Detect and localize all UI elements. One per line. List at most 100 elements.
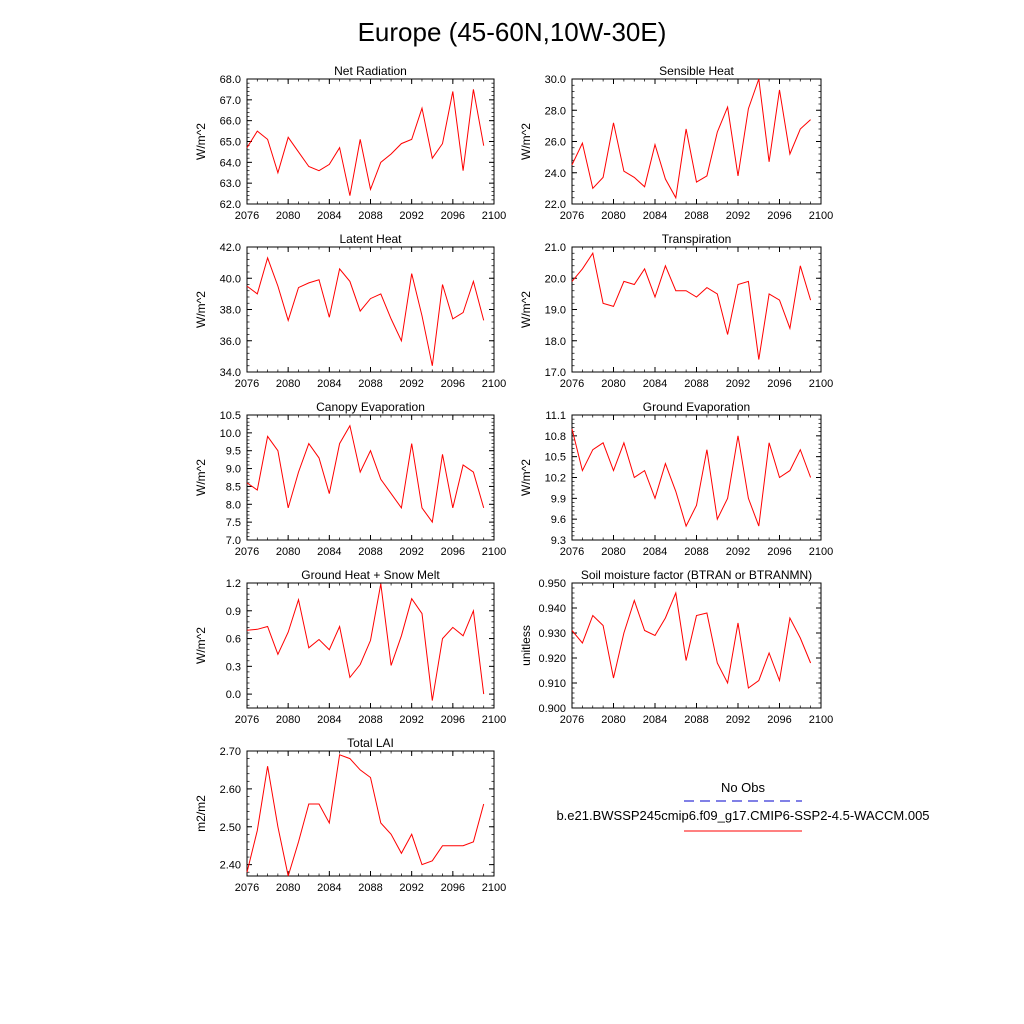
x-tick-label: 2088 <box>358 714 382 726</box>
x-tick-label: 2092 <box>399 378 423 390</box>
y-tick-label: 20.0 <box>545 273 566 285</box>
y-tick-label: 0.920 <box>538 653 566 665</box>
x-tick-label: 2076 <box>235 882 259 894</box>
y-tick-label: 18.0 <box>545 336 566 348</box>
x-tick-label: 2084 <box>317 546 341 558</box>
y-tick-label: 10.5 <box>545 452 566 464</box>
y-axis-label: m2/m2 <box>194 795 208 832</box>
y-tick-label: 63.0 <box>220 178 241 190</box>
x-tick-label: 2080 <box>276 714 300 726</box>
series-line <box>246 583 485 701</box>
y-tick-label: 38.0 <box>220 305 241 317</box>
series-line <box>571 428 812 528</box>
panel-6: Ground Evaporation 2076 2080 2084 2088 2092 20… <box>519 400 833 558</box>
legend: No Obs b.e21.BWSSP245cmip6.f09_g17.CMIP6… <box>556 780 930 832</box>
x-tick-label: 2084 <box>643 546 667 558</box>
panel-title: Soil moisture factor (BTRAN or BTRANMN) <box>581 568 812 582</box>
legend-obs-label: No Obs <box>721 780 766 795</box>
y-tick-label: 10.5 <box>220 410 241 422</box>
panel-1: Net Radiation 2076 2080 2084 2088 2092 2096 210… <box>194 64 506 222</box>
x-tick-label: 2076 <box>235 546 259 558</box>
y-tick-label: 9.6 <box>551 514 566 526</box>
y-tick-label: 8.0 <box>226 499 241 511</box>
x-tick-label: 2088 <box>358 378 382 390</box>
series-line <box>246 89 485 196</box>
x-tick-label: 2080 <box>601 546 625 558</box>
y-tick-label: 34.0 <box>220 367 241 379</box>
x-tick-label: 2092 <box>726 546 750 558</box>
y-tick-label: 0.900 <box>538 703 566 715</box>
panel-5: Canopy Evaporation 2076 2080 2084 2088 2092 20… <box>194 400 506 558</box>
panels: Net Radiation 2076 2080 2084 2088 2092 2096 210… <box>194 64 833 894</box>
y-tick-label: 66.0 <box>220 116 241 128</box>
y-tick-label: 65.0 <box>220 137 241 149</box>
x-tick-label: 2100 <box>809 210 833 222</box>
x-tick-label: 2088 <box>684 210 708 222</box>
x-tick-label: 2092 <box>726 714 750 726</box>
series-line <box>246 754 485 877</box>
y-tick-label: 64.0 <box>220 157 241 169</box>
plot-frame <box>571 582 822 709</box>
legend-model-label: b.e21.BWSSP245cmip6.f09_g17.CMIP6-SSP2-4… <box>556 808 929 823</box>
panel-8: Soil moisture factor (BTRAN or BTRANMN) 2… <box>519 568 833 726</box>
x-tick-label: 2096 <box>441 714 465 726</box>
x-tick-label: 2080 <box>601 378 625 390</box>
x-tick-label: 2100 <box>482 546 506 558</box>
x-tick-label: 2076 <box>235 714 259 726</box>
panel-9: Total LAI 2076 2080 2084 2088 2092 2096 2100 2.4… <box>194 736 506 894</box>
panel-title: Sensible Heat <box>659 64 734 78</box>
plot-frame <box>246 582 495 709</box>
y-tick-label: 68.0 <box>220 74 241 86</box>
series-line <box>246 424 485 524</box>
x-tick-label: 2088 <box>684 378 708 390</box>
y-tick-label: 0.950 <box>538 578 566 590</box>
x-tick-label: 2076 <box>235 210 259 222</box>
y-tick-label: 0.910 <box>538 678 566 690</box>
x-tick-label: 2084 <box>317 882 341 894</box>
panel-7: Ground Heat + Snow Melt 2076 2080 2084 2088 2… <box>194 568 506 726</box>
y-tick-label: 8.5 <box>226 481 241 493</box>
y-tick-label: 28.0 <box>545 105 566 117</box>
panel-title: Canopy Evaporation <box>316 400 425 414</box>
panel-title: Ground Heat + Snow Melt <box>301 568 440 582</box>
y-tick-label: 30.0 <box>545 74 566 86</box>
x-tick-label: 2092 <box>399 546 423 558</box>
y-tick-label: 36.0 <box>220 336 241 348</box>
x-tick-label: 2100 <box>482 210 506 222</box>
y-tick-label: 67.0 <box>220 95 241 107</box>
y-tick-label: 7.5 <box>226 517 241 529</box>
y-tick-label: 2.70 <box>220 746 241 758</box>
plot-frame <box>571 414 822 541</box>
y-tick-label: 62.0 <box>220 199 241 211</box>
y-axis-label: unitless <box>519 625 533 666</box>
y-tick-label: 22.0 <box>545 199 566 211</box>
y-axis-label: W/m^2 <box>519 459 533 496</box>
panel-title: Transpiration <box>662 232 732 246</box>
y-tick-label: 9.9 <box>551 493 566 505</box>
x-tick-label: 2076 <box>235 378 259 390</box>
y-tick-label: 0.6 <box>226 634 241 646</box>
y-axis-label: W/m^2 <box>519 123 533 160</box>
y-tick-label: 10.0 <box>220 428 241 440</box>
x-tick-label: 2076 <box>560 714 584 726</box>
panel-title: Latent Heat <box>339 232 402 246</box>
x-tick-label: 2076 <box>560 210 584 222</box>
x-tick-label: 2096 <box>441 546 465 558</box>
y-tick-label: 0.9 <box>226 606 241 618</box>
y-tick-label: 17.0 <box>545 367 566 379</box>
x-tick-label: 2088 <box>684 714 708 726</box>
x-tick-label: 2080 <box>276 882 300 894</box>
x-tick-label: 2080 <box>601 714 625 726</box>
y-tick-label: 0.930 <box>538 628 566 640</box>
series-line <box>571 591 812 689</box>
x-tick-label: 2096 <box>767 378 791 390</box>
x-tick-label: 2076 <box>560 546 584 558</box>
y-tick-label: 9.3 <box>551 535 566 547</box>
y-tick-label: 11.1 <box>545 410 566 422</box>
y-tick-label: 40.0 <box>220 273 241 285</box>
x-tick-label: 2084 <box>317 714 341 726</box>
y-axis-label: W/m^2 <box>194 459 208 496</box>
x-tick-label: 2100 <box>809 546 833 558</box>
y-tick-label: 42.0 <box>220 242 241 254</box>
plot-frame <box>246 414 495 541</box>
